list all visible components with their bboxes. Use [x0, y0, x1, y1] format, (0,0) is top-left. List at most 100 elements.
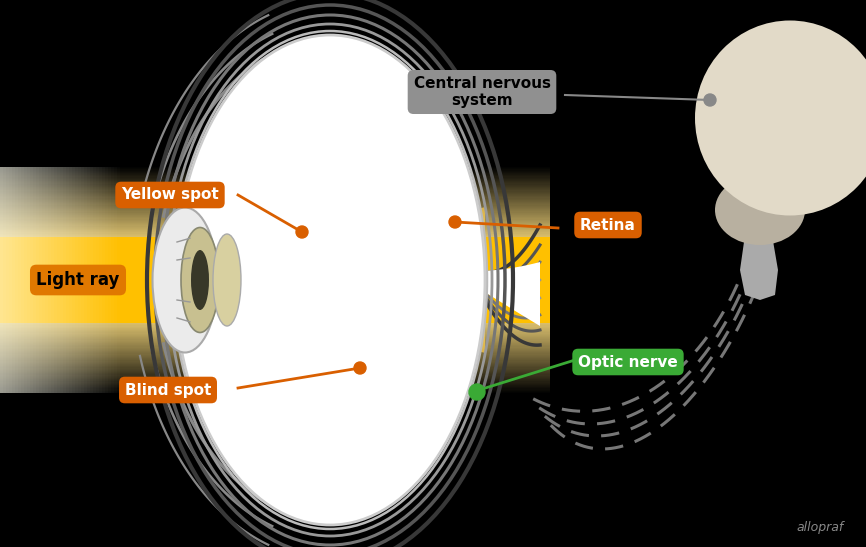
Bar: [0, 331, 550, 333]
Bar: [0, 231, 550, 232]
Bar: [15, 167, 18, 393]
Bar: [87, 167, 90, 393]
Bar: [0, 200, 550, 201]
Bar: [63, 167, 66, 393]
Bar: [0, 348, 550, 350]
Bar: [96, 167, 99, 393]
Bar: [0, 330, 550, 331]
Bar: [0, 188, 550, 189]
Bar: [0, 220, 550, 222]
Bar: [0, 360, 550, 362]
Bar: [0, 208, 550, 209]
Bar: [0, 353, 550, 354]
Bar: [114, 167, 117, 393]
Bar: [0, 338, 550, 339]
Bar: [0, 201, 550, 202]
Bar: [78, 167, 81, 393]
Bar: [0, 235, 550, 236]
Bar: [57, 167, 60, 393]
Bar: [0, 377, 550, 378]
Bar: [0, 187, 550, 188]
Bar: [0, 219, 550, 220]
Bar: [0, 193, 550, 194]
Bar: [0, 217, 550, 218]
Bar: [69, 167, 72, 393]
Bar: [0, 229, 550, 230]
Bar: [0, 174, 550, 175]
Bar: [0, 199, 550, 200]
Bar: [0, 351, 550, 352]
Bar: [0, 345, 550, 346]
Bar: [0, 343, 550, 344]
Bar: [72, 167, 75, 393]
Bar: [66, 167, 69, 393]
Bar: [60, 167, 63, 393]
Ellipse shape: [152, 207, 217, 352]
Bar: [0, 206, 550, 207]
Circle shape: [449, 216, 461, 228]
Bar: [0, 368, 550, 369]
Bar: [0, 333, 550, 334]
Bar: [0, 386, 550, 387]
Bar: [0, 168, 550, 170]
Bar: [39, 167, 42, 393]
Bar: [0, 324, 550, 325]
Bar: [0, 337, 550, 338]
Bar: [0, 369, 550, 370]
Bar: [0, 216, 550, 217]
Bar: [51, 167, 54, 393]
Bar: [9, 167, 12, 393]
Bar: [117, 167, 120, 393]
Bar: [0, 226, 550, 228]
Bar: [0, 339, 550, 340]
Text: Blind spot: Blind spot: [125, 382, 211, 398]
Polygon shape: [225, 207, 485, 353]
Text: Light ray: Light ray: [36, 271, 120, 289]
Bar: [0, 214, 550, 215]
Bar: [0, 194, 550, 195]
Text: allopraf: allopraf: [797, 521, 843, 534]
Bar: [0, 173, 550, 174]
Bar: [0, 380, 550, 381]
Bar: [0, 170, 550, 171]
Bar: [0, 234, 550, 235]
Bar: [0, 329, 550, 330]
Bar: [45, 167, 48, 393]
Circle shape: [469, 384, 485, 400]
Bar: [0, 347, 550, 348]
Bar: [0, 172, 550, 173]
Bar: [0, 379, 550, 380]
Bar: [0, 171, 550, 172]
Bar: [0, 365, 550, 366]
Bar: [0, 210, 550, 211]
Bar: [111, 167, 114, 393]
Bar: [0, 236, 550, 237]
Bar: [0, 167, 550, 168]
Bar: [3, 167, 6, 393]
Bar: [0, 357, 550, 358]
Bar: [0, 350, 550, 351]
Bar: [0, 232, 550, 234]
Bar: [0, 391, 550, 392]
Bar: [0, 378, 550, 379]
Bar: [0, 179, 550, 180]
Bar: [0, 175, 550, 176]
Ellipse shape: [191, 250, 209, 310]
Ellipse shape: [175, 35, 485, 525]
Bar: [0, 196, 550, 197]
Bar: [33, 167, 36, 393]
Circle shape: [704, 94, 716, 106]
Bar: [0, 230, 550, 231]
Bar: [0, 342, 550, 343]
Bar: [0, 388, 550, 389]
Bar: [0, 375, 550, 377]
Text: Retina: Retina: [580, 218, 636, 232]
Bar: [0, 191, 550, 193]
Bar: [0, 205, 550, 206]
Bar: [0, 181, 550, 182]
Bar: [0, 383, 550, 385]
Bar: [0, 356, 550, 357]
Bar: [0, 225, 550, 226]
Bar: [75, 167, 78, 393]
Bar: [0, 372, 550, 373]
